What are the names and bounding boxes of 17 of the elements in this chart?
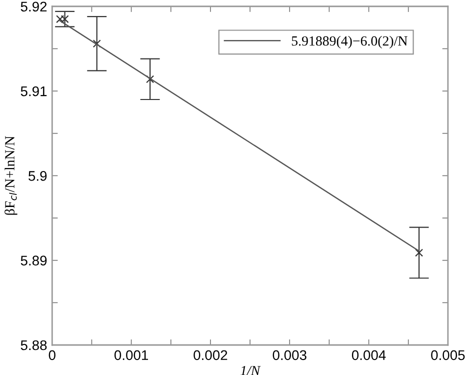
x-tick-label: 0.002 (194, 350, 228, 360)
point (146, 75, 154, 84)
x-tick-label: 0.005 (431, 350, 465, 360)
legend-label: 5.91889(4)−6.0(2)/N (292, 36, 408, 48)
point (415, 248, 424, 257)
x-tick-label: 0.004 (352, 350, 386, 360)
point (92, 40, 101, 48)
y-tick-label: 5.9 (28, 171, 47, 181)
x-tick-label: 0.003 (272, 350, 306, 360)
x-axis-title: 1/N (240, 366, 261, 375)
x-tick-label: 0 (48, 350, 56, 360)
y-axis-title: βF$_{cl}$/N+lnN/N (4, 136, 18, 215)
x-tick-label: 0.001 (114, 350, 148, 360)
y-tick-label: 5.88 (20, 340, 47, 350)
y-tick-label: 5.91 (20, 86, 47, 96)
y-tick-label: 5.92 (20, 2, 47, 12)
y-tick-label: 5.89 (20, 256, 47, 266)
